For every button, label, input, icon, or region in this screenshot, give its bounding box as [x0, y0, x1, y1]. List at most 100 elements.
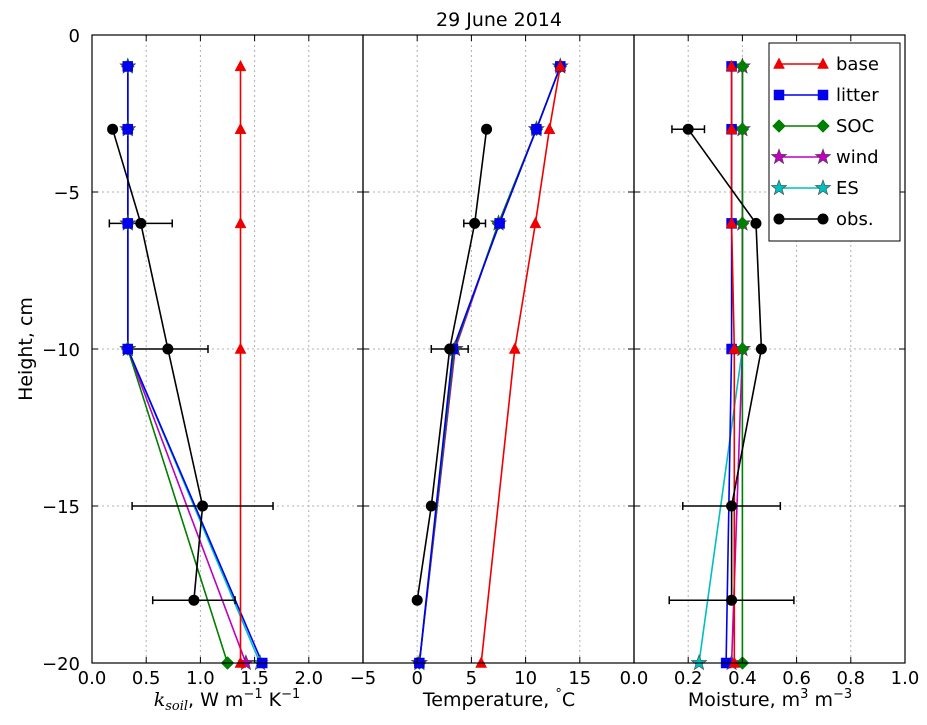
ksoil-point-litter [122, 343, 134, 355]
temperature-point-base [475, 656, 488, 668]
ksoil-markers [107, 57, 269, 671]
ksoil-point-litter [122, 218, 134, 229]
temperature-series-lines [416, 66, 562, 664]
x-axis-label-ksoil: ksoil, W m−1 K−1 [154, 687, 301, 714]
moisture-point-base [728, 656, 741, 668]
ksoil-point-obs [135, 217, 147, 229]
ksoil-point-litter [122, 61, 134, 72]
temperature-point-base [529, 216, 542, 229]
moisture-line-obs [687, 128, 763, 601]
legend-frame [768, 42, 901, 242]
moisture-point-obs [750, 217, 762, 229]
ksoil-point-base [234, 59, 247, 72]
ksoil-x-ticks: 0.0 0.5 1.0 1.5 2.0 [78, 34, 363, 689]
temperature-point-base [543, 122, 556, 134]
y-axis-label: Height, cm [15, 297, 37, 401]
moisture-point-ES [690, 654, 708, 671]
ksoil-point-base [234, 342, 247, 354]
temperature-panel: −5 0 5 10 15 [350, 34, 635, 689]
moisture-line-ES [698, 66, 744, 664]
temperature-x-tick-label: 5 [466, 668, 477, 689]
moisture-point-base [725, 59, 738, 72]
moisture-line-litter [725, 66, 733, 664]
temperature-markers [410, 57, 569, 671]
y-tick-labels: 0 −5 −10 −15 −20 [42, 26, 80, 675]
moisture-point-base [725, 216, 738, 229]
legend: base litter SOC wind ES obs. [768, 42, 901, 242]
moisture-x-tick-label: 1.0 [891, 668, 920, 689]
ksoil-x-tick-label: 1.0 [186, 668, 215, 689]
ksoil-line-obs [111, 128, 204, 601]
legend-marker-ES [814, 179, 832, 196]
temperature-point-obs [481, 123, 493, 135]
ksoil-point-litter [122, 123, 134, 135]
legend-marker-wind [814, 148, 832, 165]
moisture-x-tick-label: 0.6 [782, 668, 811, 689]
ksoil-panel: 0.0 0.5 1.0 1.5 2.0 [78, 34, 364, 689]
legend-marker-SOC [772, 119, 786, 133]
temperature-point-base [508, 342, 521, 354]
ksoil-point-base [234, 656, 247, 668]
y-tick-label: −5 [53, 183, 80, 204]
moisture-x-tick-label: 0.4 [728, 668, 757, 689]
legend-label: litter [836, 85, 879, 106]
temperature-point-litter [531, 123, 542, 135]
legend-marker-base [817, 57, 829, 69]
moisture-point-SOC [735, 216, 750, 231]
temperature-x-tick-label: −5 [350, 668, 377, 689]
temperature-point-litter [494, 218, 505, 229]
legend-marker-litter [817, 89, 829, 101]
temperature-point-obs [411, 594, 423, 606]
y-tick-label: −15 [42, 497, 80, 518]
legend-label: SOC [836, 116, 874, 137]
legend-label: ES [836, 178, 859, 199]
y-tick-label: −10 [42, 340, 80, 361]
moisture-markers [682, 57, 767, 671]
temperature-line-wind [418, 66, 562, 664]
temperature-line-litter [418, 66, 562, 664]
ksoil-point-base [234, 216, 247, 229]
temperature-line-ES [418, 66, 562, 664]
legend-marker-base [773, 57, 785, 69]
temperature-point-obs [425, 500, 437, 512]
temperature-line-SOC [418, 66, 562, 664]
ksoil-x-tick-label: 1.5 [240, 668, 269, 689]
x-axis-label-temperature: Temperature, °C [422, 687, 575, 711]
moisture-x-ticks: 0.0 0.2 0.4 0.6 0.8 1.0 [620, 34, 920, 689]
ksoil-line-wind [127, 66, 247, 664]
ksoil-x-tick-label: 0.0 [78, 668, 107, 689]
legend-marker-wind [770, 148, 788, 165]
moisture-point-obs [726, 500, 738, 512]
ksoil-point-obs [107, 123, 119, 135]
temperature-grid [363, 35, 634, 663]
moisture-point-SOC [735, 59, 750, 74]
legend-marker-SOC [816, 119, 830, 133]
ksoil-x-tick-label: 0.5 [132, 668, 161, 689]
temperature-point-base [554, 59, 567, 72]
ksoil-line-litter [127, 66, 263, 664]
legend-label: wind [836, 147, 879, 168]
moisture-point-obs [755, 343, 767, 355]
moisture-point-obs [682, 123, 694, 135]
x-axis-label-moisture: Moisture, m3 m−3 [688, 687, 852, 711]
legend-marker-obs [817, 213, 829, 225]
moisture-point-base [725, 122, 738, 134]
y-tick-label: 0 [69, 26, 80, 47]
ksoil-series-lines [111, 66, 263, 664]
chart-title: 29 June 2014 [436, 9, 562, 31]
temperature-line-base [480, 66, 562, 664]
legend-label: obs. [836, 209, 874, 230]
moisture-x-tick-label: 0.2 [674, 668, 703, 689]
temperature-point-obs [469, 217, 481, 229]
moisture-series-lines [687, 66, 763, 664]
moisture-x-tick-label: 0.8 [836, 668, 865, 689]
legend-marker-litter [773, 89, 785, 101]
ksoil-point-obs [188, 594, 200, 606]
moisture-point-base [728, 342, 741, 354]
temperature-x-ticks: −5 0 5 10 15 [350, 34, 634, 689]
moisture-x-tick-label: 0.0 [620, 668, 649, 689]
moisture-point-SOC [735, 122, 750, 137]
moisture-point-obs [726, 594, 738, 606]
ksoil-point-obs [197, 500, 209, 512]
